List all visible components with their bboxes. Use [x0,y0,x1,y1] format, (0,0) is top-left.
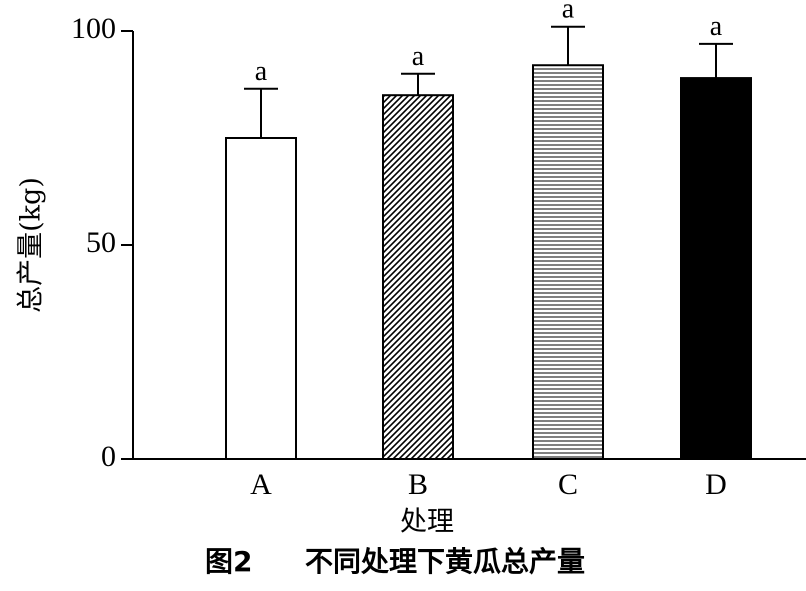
figure-caption-text: 不同处理下黄瓜总产量 [305,545,585,578]
y-axis-title: 总产量(kg) [16,177,47,313]
bar-C [532,64,604,461]
plot-area: 0 50 100 a a a a A B C D [71,0,806,501]
x-tick-label-B: B [408,468,428,501]
bar-D [680,77,752,461]
significance-label-C: a [562,0,575,25]
x-tick-label-C: C [558,468,578,501]
y-ticks: 0 50 100 [71,12,133,473]
x-tick-label-D: D [705,468,727,501]
bar-A [225,137,297,460]
x-axis-title: 处理 [400,507,454,538]
x-ticks: A B C D [250,468,727,501]
significance-label-D: a [710,11,723,42]
significance-label-A: a [255,56,268,87]
x-tick-label-A: A [250,468,272,501]
y-tick-label-1: 50 [86,226,116,259]
bar-B [382,94,454,460]
bar-series: a a a a [225,0,752,461]
significance-label-B: a [412,41,425,72]
figure-caption-number: 图2 [205,545,252,578]
y-tick-label-2: 100 [71,12,116,45]
y-tick-label-0: 0 [101,440,116,473]
